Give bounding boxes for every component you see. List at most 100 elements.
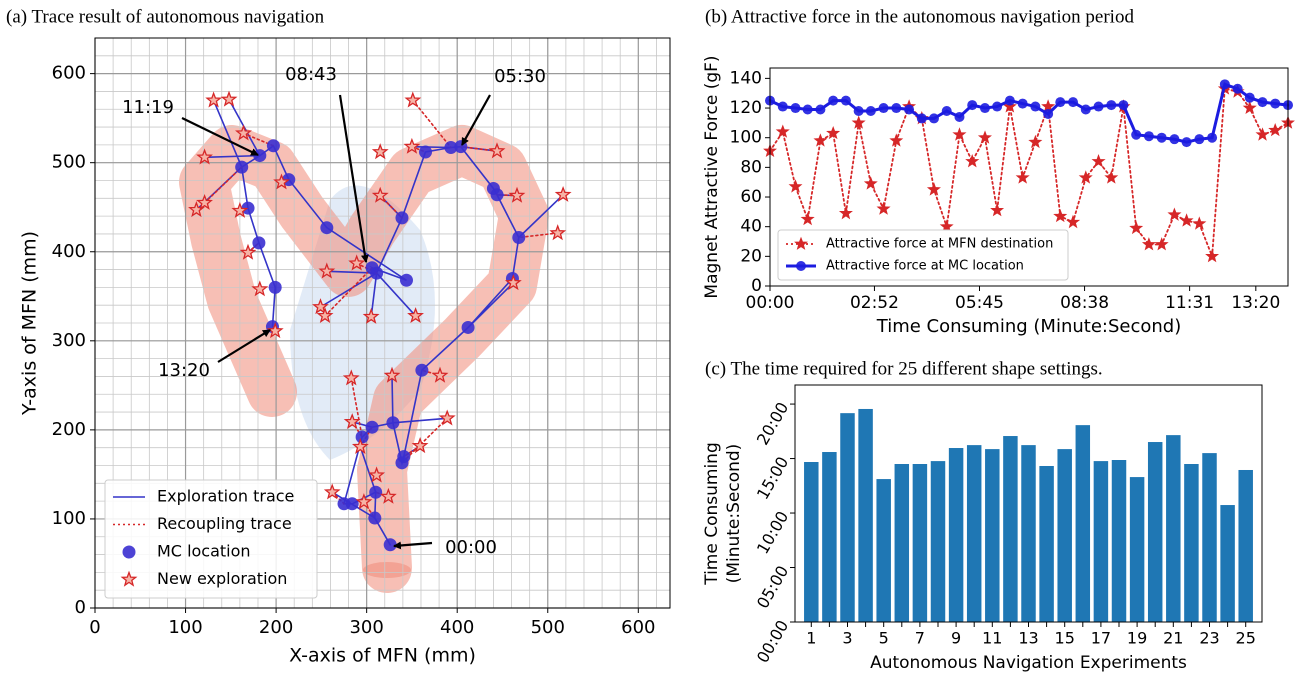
circle-marker [941, 106, 952, 117]
circle-marker [1131, 129, 1142, 140]
star-marker [411, 437, 429, 454]
panel-b-title: (b) Attractive force in the autonomous n… [705, 6, 1134, 27]
star-marker [371, 143, 389, 160]
star-marker [1028, 134, 1043, 149]
circle-marker [1004, 95, 1015, 106]
y-tick-label: 0 [75, 597, 86, 618]
circle-marker [790, 103, 801, 114]
y-tick-label: 05:00 [753, 562, 793, 611]
bar [966, 445, 982, 622]
x-tick-label: 11 [982, 629, 1002, 648]
star-marker [266, 322, 284, 339]
x-tick-label: 17 [1091, 629, 1111, 648]
circle-marker [268, 280, 282, 294]
star-marker [251, 280, 269, 297]
circle-marker [1194, 134, 1205, 145]
circle-marker [1219, 79, 1230, 90]
star-marker [120, 570, 138, 587]
legend-label: New exploration [157, 569, 287, 588]
circle-marker [1017, 98, 1028, 109]
bar [876, 479, 891, 622]
star-marker [383, 366, 401, 383]
star-marker [889, 133, 904, 147]
star-marker [1104, 170, 1119, 184]
y-tick-label: 100 [52, 508, 86, 529]
y-tick-label: 00:00 [753, 617, 793, 666]
x-tick-label: 500 [531, 617, 565, 638]
star-marker [838, 205, 853, 220]
star-marker [343, 413, 361, 429]
star-marker [362, 307, 380, 324]
star-marker [952, 127, 967, 141]
star-marker [504, 274, 522, 291]
x-tick-label: 200 [259, 617, 293, 638]
circle-marker [1068, 97, 1079, 108]
star-marker [1179, 213, 1194, 227]
star-marker [1268, 122, 1283, 137]
star-marker [1129, 220, 1144, 235]
star-marker [851, 115, 866, 129]
star-marker [438, 409, 456, 426]
circle-marker [266, 139, 280, 153]
bar [1238, 469, 1253, 622]
circle-marker [954, 111, 965, 122]
star-marker [1255, 127, 1270, 141]
star-marker [235, 124, 252, 141]
star-marker [403, 137, 421, 154]
bar [1111, 460, 1127, 622]
circle-marker [1244, 92, 1255, 103]
star-marker [1015, 170, 1030, 184]
x-tick-label: 400 [440, 617, 474, 638]
bar [1039, 465, 1054, 622]
circle-marker [415, 363, 429, 377]
y-tick-label: 80 [740, 157, 762, 177]
star-marker [407, 307, 424, 324]
x-axis-label: X-axis of MFN (mm) [289, 645, 476, 667]
x-tick-label: 21 [1163, 629, 1183, 648]
circle-marker [992, 101, 1003, 112]
star-marker [554, 185, 572, 202]
circle-marker [878, 103, 889, 114]
circle-marker [840, 95, 851, 106]
y-axis-label: Time Consuming [702, 442, 722, 586]
circle-marker [802, 104, 813, 115]
bar [1166, 435, 1181, 622]
x-tick-label: 5 [879, 629, 889, 648]
x-tick-label: 13:20 [1231, 293, 1280, 313]
x-tick-label: 3 [842, 629, 852, 648]
star-marker [926, 182, 941, 196]
star-marker [488, 142, 506, 159]
star-marker [788, 179, 803, 193]
annotation-arrow [338, 94, 369, 263]
star-marker [508, 186, 526, 203]
star-marker [318, 262, 336, 279]
bar [1147, 442, 1163, 622]
legend-label: Exploration trace [157, 487, 294, 506]
circle-marker [979, 103, 990, 114]
star-marker [775, 124, 790, 138]
x-axis-label: Autonomous Navigation Experiments [870, 653, 1187, 673]
circle-marker [486, 182, 500, 196]
y-tick-label: 0 [751, 276, 762, 296]
bar [930, 461, 946, 622]
star-marker [1167, 207, 1182, 221]
circle-marker [1080, 104, 1091, 115]
star-marker [977, 130, 992, 144]
circle-marker [828, 95, 839, 106]
circle-marker [122, 545, 136, 559]
x-axis-label: Time Consuming (Minute:Second) [876, 316, 1181, 337]
star-marker [1002, 99, 1017, 113]
bar [858, 408, 873, 622]
bar [1202, 453, 1217, 622]
y-tick-label: 60 [740, 187, 762, 207]
x-tick-label: 100 [168, 617, 202, 638]
circle-marker [1181, 137, 1192, 148]
bar [948, 448, 964, 622]
bar [822, 452, 837, 622]
star-marker [1066, 214, 1081, 229]
bar [894, 464, 910, 622]
legend-box [104, 479, 318, 599]
y-tick-label: 140 [730, 68, 762, 88]
circle-marker [891, 103, 902, 114]
x-tick-label: 19 [1127, 629, 1147, 648]
